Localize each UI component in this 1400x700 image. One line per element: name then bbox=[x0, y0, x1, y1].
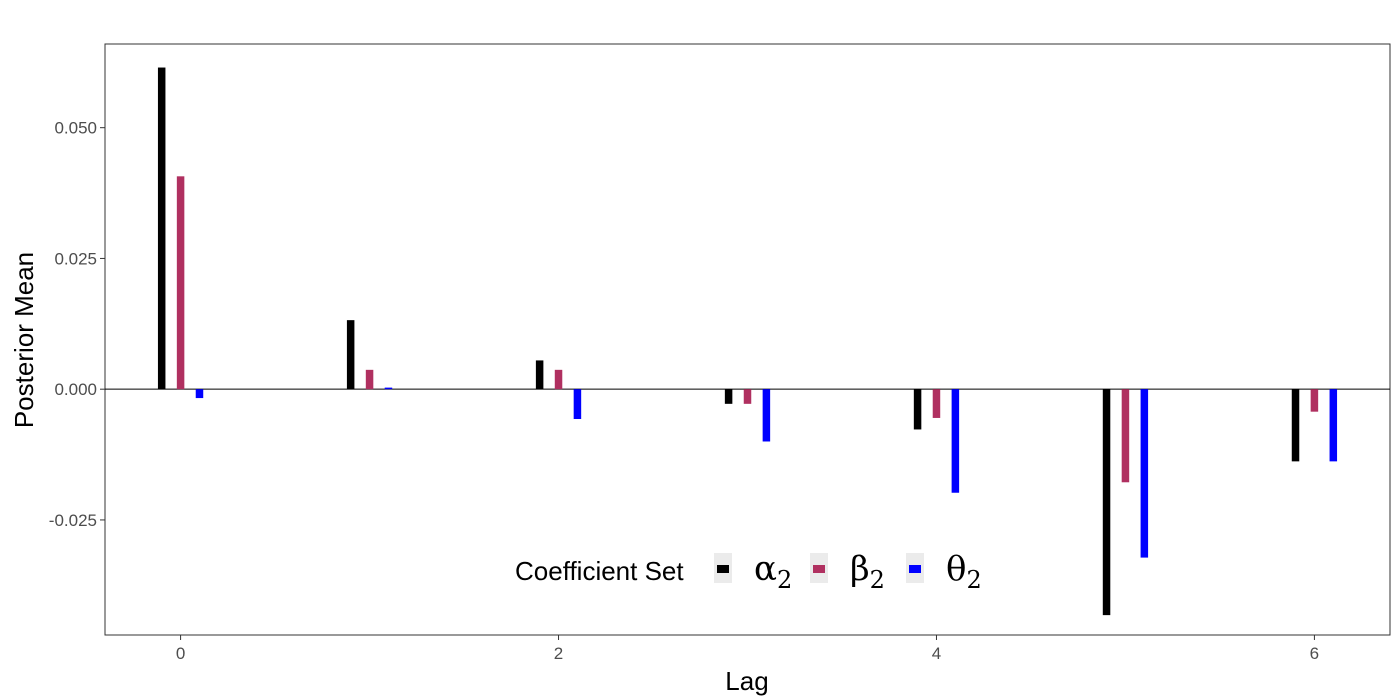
bar-θ2-lag-6 bbox=[1329, 389, 1338, 462]
bar-β2-lag-0 bbox=[176, 176, 185, 390]
legend-key-swatch bbox=[909, 565, 921, 573]
legend-title: Coefficient Set bbox=[515, 556, 684, 586]
bar-α2-lag-0 bbox=[157, 67, 166, 390]
bar-β2-lag-6 bbox=[1310, 389, 1319, 412]
bar-β2-lag-4 bbox=[932, 389, 941, 418]
legend: Coefficient Set α2 β2 θ2 bbox=[515, 549, 982, 594]
bar-θ2-lag-0 bbox=[195, 389, 204, 399]
bar-β2-lag-2 bbox=[554, 369, 563, 390]
y-tick-label: 0.050 bbox=[54, 119, 97, 138]
y-tick-label: 0.000 bbox=[54, 380, 97, 399]
legend-label-θ2: θ2 bbox=[946, 549, 982, 594]
bar-α2-lag-4 bbox=[913, 389, 922, 430]
bar-θ2-lag-1 bbox=[384, 387, 393, 390]
bar-α2-lag-2 bbox=[535, 360, 544, 390]
legend-label-α2: α2 bbox=[754, 549, 792, 594]
x-tick-label: 2 bbox=[554, 644, 563, 663]
x-tick-label: 6 bbox=[1310, 644, 1319, 663]
bar-α2-lag-1 bbox=[346, 320, 355, 390]
bar-β2-lag-5 bbox=[1121, 389, 1130, 483]
bar-α2-lag-5 bbox=[1102, 389, 1111, 616]
bar-β2-lag-1 bbox=[365, 369, 374, 390]
x-axis-title: Lag bbox=[725, 666, 768, 696]
x-tick-label: 0 bbox=[176, 644, 185, 663]
bar-θ2-lag-2 bbox=[573, 389, 582, 419]
legend-label-β2: β2 bbox=[850, 549, 885, 594]
bar-θ2-lag-3 bbox=[762, 389, 771, 442]
legend-key-swatch bbox=[717, 565, 729, 573]
bar-β2-lag-3 bbox=[743, 389, 752, 404]
bar-α2-lag-3 bbox=[724, 389, 733, 404]
y-tick-label: 0.025 bbox=[54, 249, 97, 268]
bar-α2-lag-6 bbox=[1291, 389, 1300, 462]
bar-θ2-lag-4 bbox=[951, 389, 960, 493]
y-axis-title: Posterior Mean bbox=[9, 252, 39, 428]
x-tick-label: 4 bbox=[932, 644, 941, 663]
bar-θ2-lag-5 bbox=[1140, 389, 1149, 558]
panel-border bbox=[104, 43, 1391, 636]
legend-key-swatch bbox=[813, 565, 825, 573]
y-tick-label: -0.025 bbox=[49, 511, 97, 530]
